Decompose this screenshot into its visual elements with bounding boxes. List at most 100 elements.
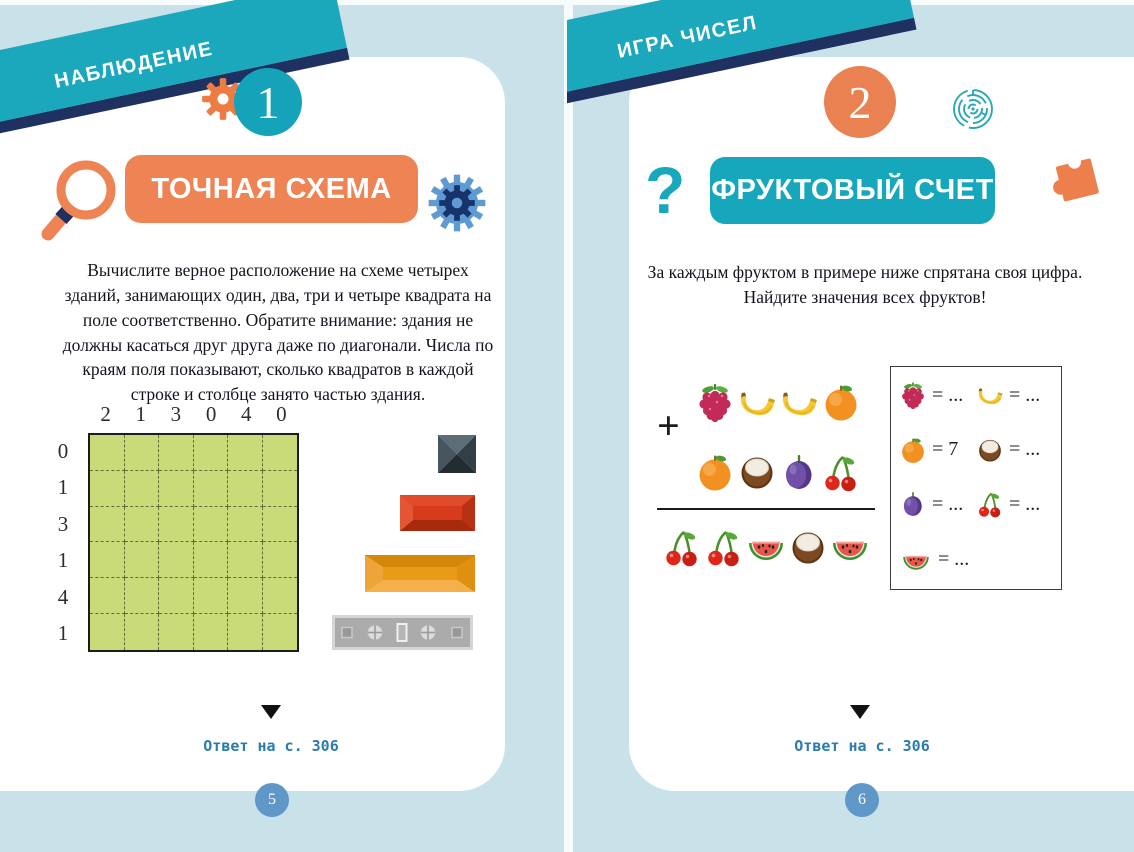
grid-label: 1 bbox=[57, 475, 69, 500]
page-number: 5 bbox=[268, 791, 276, 808]
grid-cell bbox=[262, 542, 297, 579]
grid-label: 3 bbox=[170, 402, 182, 426]
watermelon-icon bbox=[830, 527, 870, 567]
grid-cell bbox=[124, 435, 159, 471]
question-mark-icon: ? bbox=[645, 153, 686, 227]
grid-cell bbox=[90, 506, 125, 543]
category-ribbon: ИГРА ЧИСЕЛ bbox=[567, 0, 917, 104]
watermelon-icon bbox=[899, 545, 933, 575]
legend-cell-cherry: = ... bbox=[976, 490, 1053, 518]
legend-cell-orange: = 7 bbox=[899, 436, 976, 464]
grid-cell bbox=[194, 614, 228, 650]
grid-label: 0 bbox=[57, 438, 69, 463]
legend-row: = ... = ... bbox=[899, 490, 1053, 518]
legend-value: = ... bbox=[932, 492, 964, 515]
legend-cell-raspberry: = ... bbox=[899, 381, 976, 409]
grid-cell bbox=[262, 578, 297, 615]
grid-cell bbox=[228, 542, 263, 579]
grid-cell bbox=[159, 542, 194, 579]
building-1-square bbox=[438, 435, 476, 473]
answer-legend-box: = ... = ... = 7 = ... = ... bbox=[890, 366, 1062, 590]
book-gutter bbox=[564, 0, 573, 852]
page-number-badge: 5 bbox=[255, 783, 289, 817]
legend-cell-watermelon: = ... bbox=[899, 545, 976, 575]
cherry-icon bbox=[976, 490, 1004, 518]
puzzle-title: ТОЧНАЯ СХЕМА bbox=[151, 172, 392, 205]
grid-cell bbox=[228, 470, 263, 507]
grid-cell bbox=[124, 578, 159, 615]
grid-label: 2 bbox=[100, 402, 111, 426]
grid-label: 0 bbox=[276, 402, 287, 426]
grid-cell bbox=[228, 435, 263, 471]
building-3-squares bbox=[365, 555, 475, 592]
answer-note: Ответ на с. 306 bbox=[794, 737, 930, 755]
coconut-icon bbox=[976, 436, 1004, 464]
cherry-icon bbox=[704, 527, 744, 567]
legend-value: = ... bbox=[1009, 383, 1041, 406]
legend-value: = 7 bbox=[932, 438, 959, 461]
grid-label: 4 bbox=[57, 584, 69, 609]
equation-sum-line bbox=[657, 508, 875, 510]
grid-cell bbox=[90, 614, 125, 650]
grid-cell bbox=[262, 507, 297, 543]
legend-value: = ... bbox=[938, 548, 970, 571]
answer-arrow-icon bbox=[261, 705, 281, 719]
raspberry-icon bbox=[695, 382, 735, 422]
legend-value: = ... bbox=[1009, 438, 1041, 461]
magnifier-icon bbox=[40, 158, 120, 248]
banana-icon bbox=[779, 382, 819, 422]
coconut-icon bbox=[788, 527, 828, 567]
grid-cell bbox=[90, 542, 125, 579]
puzzle-grid bbox=[88, 433, 299, 652]
orange-icon bbox=[821, 382, 861, 422]
legend-cell-banana: = ... bbox=[976, 381, 1053, 409]
page-right: ИГРА ЧИСЕЛ 2 ? ФРУКТОВЫЙ СЧЕТ За каждым … bbox=[567, 0, 1134, 852]
grid-row-labels: 0 1 3 1 4 1 bbox=[50, 433, 76, 652]
puzzle-instructions: Вычислите верное расположение на схеме ч… bbox=[62, 260, 494, 405]
grid-cell bbox=[228, 578, 263, 615]
legend-row: = ... = ... bbox=[899, 381, 1053, 409]
page-left: НАБЛЮДЕНИЕ 1 ТОЧНАЯ СХЕМА Вычислите верн… bbox=[0, 0, 505, 817]
grid-cell bbox=[228, 614, 263, 650]
grid-cell bbox=[193, 578, 228, 615]
grid-cell bbox=[159, 470, 194, 507]
plus-sign: + bbox=[657, 403, 680, 448]
grid-label: 1 bbox=[135, 402, 146, 426]
grid-cell bbox=[159, 614, 194, 650]
watermelon-icon bbox=[746, 527, 786, 567]
grid-cell bbox=[262, 471, 297, 507]
puzzle-title: ФРУКТОВЫЙ СЧЕТ bbox=[711, 174, 994, 206]
legend-cell-coconut: = ... bbox=[976, 436, 1053, 464]
maze-icon bbox=[951, 87, 995, 131]
grid-cell bbox=[193, 470, 228, 507]
grid-cell bbox=[124, 542, 159, 579]
grid-label: 0 bbox=[205, 402, 217, 426]
grid-cell bbox=[124, 470, 159, 507]
grid-cell bbox=[159, 578, 194, 615]
grid-cell bbox=[262, 435, 297, 471]
answer-note: Ответ на с. 306 bbox=[203, 737, 339, 755]
grid-cell bbox=[263, 614, 298, 650]
grid-cell bbox=[159, 435, 194, 471]
puzzle-title-bar: ТОЧНАЯ СХЕМА bbox=[125, 155, 418, 223]
grid-cell bbox=[228, 506, 263, 543]
grid-label: 4 bbox=[240, 402, 252, 426]
banana-icon bbox=[976, 381, 1004, 409]
plum-icon bbox=[899, 490, 927, 518]
equation-addend-1 bbox=[695, 382, 861, 422]
page-number: 6 bbox=[858, 791, 866, 808]
puzzle-number: 1 bbox=[256, 76, 280, 128]
cherry-icon bbox=[662, 527, 702, 567]
grid-label: 3 bbox=[57, 511, 69, 536]
grid-cell bbox=[90, 435, 125, 471]
grid-cell bbox=[90, 470, 125, 507]
equation-addend-2 bbox=[695, 452, 861, 492]
puzzle-piece-icon bbox=[1042, 148, 1104, 210]
grid-label: 1 bbox=[57, 548, 69, 573]
grid-cell bbox=[90, 578, 125, 615]
puzzle-number-badge: 2 bbox=[824, 66, 896, 138]
grid-cell bbox=[193, 435, 228, 471]
grid-cell bbox=[193, 506, 228, 543]
page-number-badge: 6 bbox=[845, 783, 879, 817]
building-4-squares bbox=[332, 615, 473, 650]
